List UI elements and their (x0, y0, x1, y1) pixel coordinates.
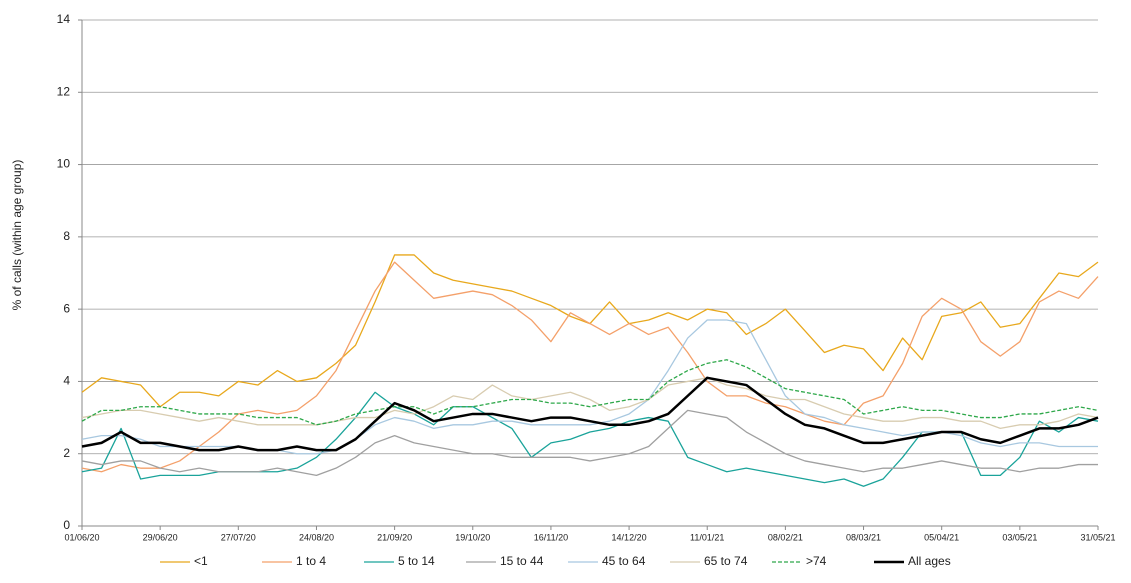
y-tick-label: 0 (63, 518, 70, 532)
series-line (81, 377, 1099, 430)
y-tick-label: 14 (57, 12, 71, 26)
series-line (81, 254, 1099, 408)
series-line (81, 261, 1099, 473)
x-tick-label: 03/05/21 (1002, 532, 1037, 542)
legend-label: 1 to 4 (296, 554, 326, 568)
x-tick-label: 21/09/20 (377, 532, 412, 542)
legend-label: 5 to 14 (398, 554, 435, 568)
x-tick-label: 31/05/21 (1080, 532, 1115, 542)
x-tick-label: 19/10/20 (455, 532, 490, 542)
x-tick-label: 08/02/21 (768, 532, 803, 542)
y-tick-label: 12 (57, 84, 71, 98)
x-tick-label: 14/12/20 (612, 532, 647, 542)
legend-label: 45 to 64 (602, 554, 646, 568)
x-tick-label: 08/03/21 (846, 532, 881, 542)
x-tick-label: 11/01/21 (690, 532, 724, 542)
legend-label: 65 to 74 (704, 554, 748, 568)
series-line (81, 409, 1098, 477)
legend-label: 15 to 44 (500, 554, 544, 568)
legend-label: All ages (908, 554, 951, 568)
series-line (81, 319, 1098, 455)
y-tick-label: 4 (63, 374, 70, 388)
y-tick-label: 10 (57, 157, 71, 171)
series-line (81, 376, 1099, 452)
y-axis-label: % of calls (within age group) (10, 160, 24, 311)
legend-label: >74 (806, 554, 827, 568)
x-tick-label: 01/06/20 (64, 532, 99, 542)
legend-label: <1 (194, 554, 208, 568)
x-tick-label: 27/07/20 (221, 532, 256, 542)
y-tick-label: 6 (63, 301, 70, 315)
x-tick-label: 16/11/20 (534, 532, 568, 542)
y-tick-label: 2 (63, 446, 70, 460)
y-tick-label: 8 (63, 229, 70, 243)
x-tick-label: 29/06/20 (143, 532, 178, 542)
x-tick-label: 24/08/20 (299, 532, 334, 542)
x-tick-label: 05/04/21 (924, 532, 959, 542)
series-line (81, 359, 1099, 426)
